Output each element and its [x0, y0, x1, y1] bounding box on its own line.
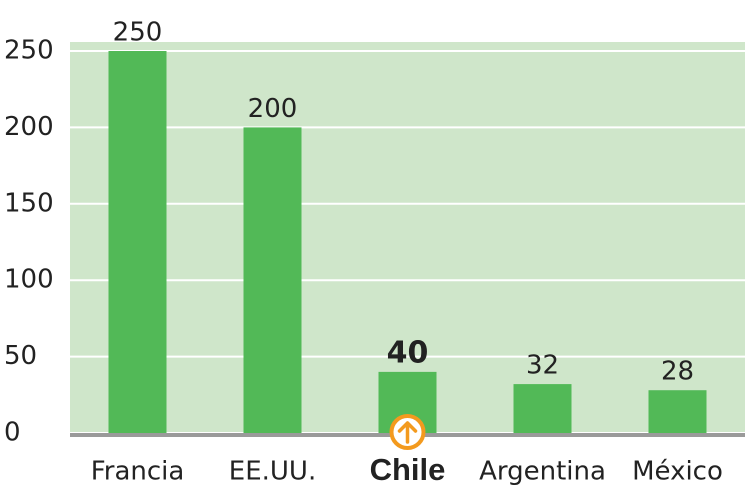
value-label: 32	[526, 351, 559, 381]
labels: 0 50 100 150 200 250 Francia 250 EE.UU. 200 Chile 4…	[4, 18, 723, 488]
bar	[648, 390, 707, 433]
x-tick-label: EE.UU.	[229, 457, 316, 487]
y-tick-label: 50	[4, 341, 37, 371]
x-tick-label: México	[632, 457, 723, 487]
icon-arrow	[397, 421, 418, 444]
value-label: 40	[387, 335, 429, 370]
x-tick-label: Chile	[370, 452, 446, 487]
value-label: 250	[113, 18, 163, 48]
highlight-icon	[389, 414, 426, 450]
y-tick-label: 250	[4, 36, 54, 66]
y-tick-label: 150	[4, 188, 54, 218]
value-label: 200	[248, 94, 298, 124]
y-tick-label: 100	[4, 265, 54, 295]
y-tick-label: 0	[4, 418, 21, 448]
bar	[513, 384, 572, 433]
plot-background	[70, 42, 745, 434]
y-tick-label: 200	[4, 112, 54, 142]
x-tick-label: Francia	[91, 457, 185, 487]
bar	[108, 51, 167, 433]
x-tick-label: Argentina	[479, 457, 606, 487]
bar	[243, 127, 302, 434]
bars	[108, 51, 707, 434]
value-label: 28	[661, 357, 694, 387]
